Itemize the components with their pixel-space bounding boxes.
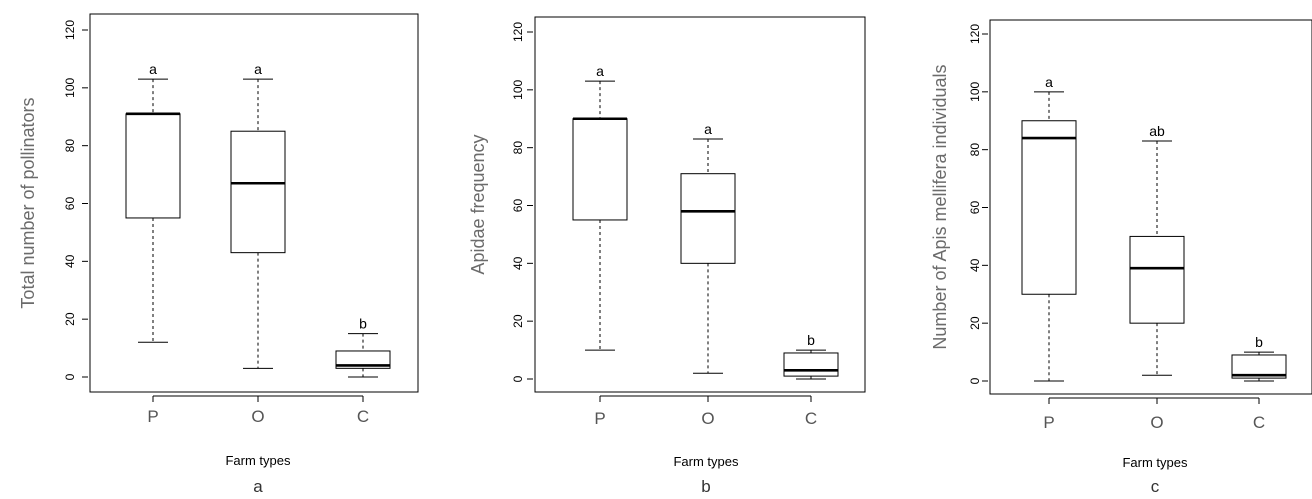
panel-c: 0 20 40 60 80 100 120 Number of Apis mellifera … bbox=[930, 19, 1312, 496]
group-letter-label: a bbox=[596, 63, 604, 79]
x-axis-title: Farm types bbox=[1122, 455, 1188, 470]
group-letter-label: a bbox=[149, 61, 157, 77]
y-tick-label: 0 bbox=[511, 375, 525, 382]
y-tick-label: 80 bbox=[511, 141, 525, 155]
x-tick-label: O bbox=[251, 407, 264, 426]
iqr-box bbox=[783, 352, 839, 377]
y-tick-label: 100 bbox=[968, 82, 982, 102]
iqr-box bbox=[1129, 235, 1185, 324]
box-C: b bbox=[335, 316, 391, 378]
box-C: b bbox=[783, 332, 839, 380]
box-C: b bbox=[1231, 334, 1287, 382]
group-letter-label: b bbox=[1255, 334, 1263, 350]
y-tick-label: 0 bbox=[968, 377, 982, 384]
subplot-label: c bbox=[1151, 477, 1160, 496]
y-tick-label: 0 bbox=[63, 373, 77, 380]
y-tick-label: 60 bbox=[511, 199, 525, 213]
x-tick-label: P bbox=[147, 407, 158, 426]
y-tick-label: 60 bbox=[63, 197, 77, 211]
x-tick-label: C bbox=[357, 407, 369, 426]
y-tick-label: 120 bbox=[968, 24, 982, 44]
x-tick-label: O bbox=[701, 409, 714, 428]
panel-b: 0 20 40 60 80 100 120 Apidae frequency a a b P O C Far… bbox=[468, 16, 866, 496]
box-O: a bbox=[680, 121, 736, 374]
box-P: a bbox=[125, 61, 181, 343]
y-tick-label: 100 bbox=[511, 80, 525, 100]
iqr-box bbox=[1021, 120, 1077, 295]
iqr-box bbox=[1231, 354, 1287, 379]
group-letter-label: a bbox=[254, 61, 262, 77]
y-tick-label: 80 bbox=[63, 139, 77, 153]
x-axis-title: Farm types bbox=[673, 454, 739, 469]
panel-a: 0 20 40 60 80 100 120 Total number of pollinato… bbox=[18, 13, 419, 496]
group-letter-label: a bbox=[704, 121, 712, 137]
y-tick-label: 100 bbox=[63, 78, 77, 98]
iqr-box bbox=[680, 173, 736, 264]
y-tick-label: 20 bbox=[63, 312, 77, 326]
subplot-label: a bbox=[253, 477, 263, 496]
y-tick-label: 40 bbox=[63, 254, 77, 268]
plot-frame bbox=[989, 19, 1312, 395]
x-tick-label: P bbox=[594, 409, 605, 428]
box-P: a bbox=[572, 63, 628, 351]
y-tick-label: 120 bbox=[63, 20, 77, 40]
y-tick-label: 20 bbox=[511, 314, 525, 328]
iqr-box bbox=[125, 113, 181, 219]
subplot-label: b bbox=[701, 477, 710, 496]
group-letter-label: ab bbox=[1149, 123, 1165, 139]
x-tick-label: P bbox=[1043, 413, 1054, 432]
y-tick-label: 120 bbox=[511, 22, 525, 42]
group-letter-label: b bbox=[807, 332, 815, 348]
iqr-box bbox=[335, 350, 391, 369]
x-tick-label: C bbox=[1253, 413, 1265, 432]
x-axis-title: Farm types bbox=[225, 453, 291, 468]
group-letter-label: b bbox=[359, 316, 367, 332]
y-axis-title: Number of Apis mellifera individuals bbox=[930, 64, 950, 349]
x-tick-label: C bbox=[805, 409, 817, 428]
plot-frame bbox=[89, 13, 419, 393]
y-tick-label: 20 bbox=[968, 316, 982, 330]
plot-frame bbox=[534, 16, 866, 393]
box-O: ab bbox=[1129, 123, 1185, 376]
y-tick-label: 60 bbox=[968, 201, 982, 215]
box-O: a bbox=[230, 61, 286, 369]
box-P: a bbox=[1021, 74, 1077, 382]
y-tick-label: 80 bbox=[968, 143, 982, 157]
x-tick-label: O bbox=[1150, 413, 1163, 432]
group-letter-label: a bbox=[1045, 74, 1053, 90]
y-tick-label: 40 bbox=[511, 256, 525, 270]
y-axis-title: Total number of pollinators bbox=[18, 97, 38, 308]
iqr-box bbox=[572, 118, 628, 221]
y-axis-title: Apidae frequency bbox=[468, 134, 488, 274]
iqr-box bbox=[230, 130, 286, 254]
y-tick-label: 40 bbox=[968, 258, 982, 272]
